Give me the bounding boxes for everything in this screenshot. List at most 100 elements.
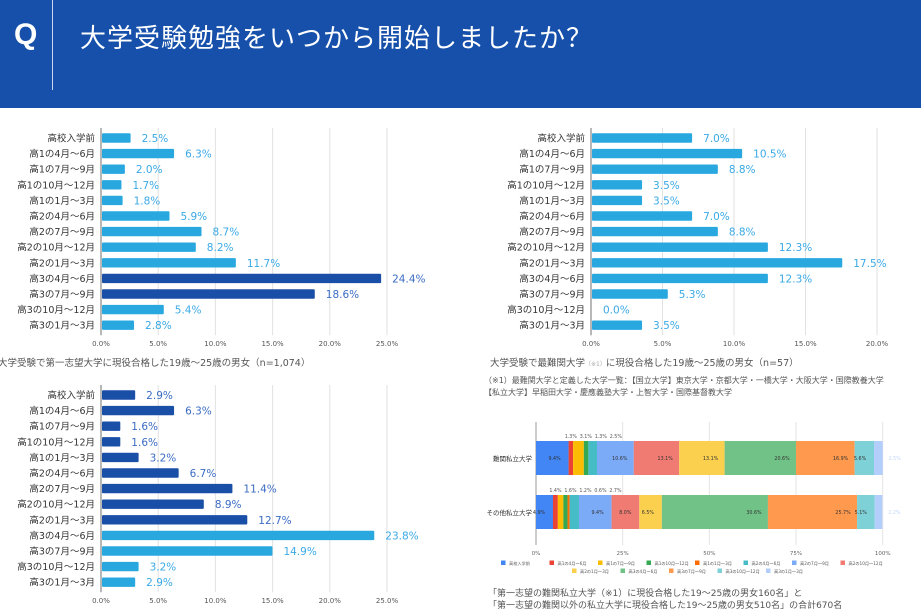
category-label: 高1の1月～3月 — [29, 452, 95, 464]
bar — [102, 530, 375, 541]
legend-label: 高1の1月～3月 — [703, 560, 732, 567]
bar — [592, 164, 718, 174]
category-label: 高1の7月～9月 — [29, 421, 95, 433]
segment-label: 2.5% — [610, 434, 623, 440]
stacked-segment — [679, 441, 725, 475]
x-tick-label: 25.0% — [376, 597, 399, 605]
segment-label: 13.1% — [703, 456, 719, 462]
bar — [102, 468, 179, 478]
category-label: 高校入学前 — [47, 133, 95, 145]
category-label: 高2の7月～9月 — [519, 226, 585, 238]
legend-swatch — [598, 560, 603, 565]
category-label: 高2の10月～12月 — [507, 242, 585, 254]
x-tick-label: 25% — [617, 551, 629, 557]
data-label: 18.6% — [326, 289, 359, 301]
bar — [592, 133, 693, 143]
chart-4-caption: 「第一志望の難関以外の私立大学に現役合格した19～25歳の男女510名」の合計6… — [488, 599, 842, 611]
category-label: 高1の1月～3月 — [29, 195, 95, 207]
category-label: 高1の10月～12月 — [17, 436, 95, 448]
data-label: 8.8% — [729, 227, 756, 239]
stacked-segment — [563, 495, 568, 529]
data-label: 1.6% — [131, 421, 158, 433]
legend-label: 高校入学前 — [509, 560, 530, 567]
data-label: 8.9% — [215, 499, 242, 511]
bar — [592, 242, 768, 252]
data-label: 14.9% — [283, 546, 316, 558]
segment-label: 3.1% — [580, 434, 593, 440]
bar — [102, 421, 121, 431]
category-label: 高3の1月～3月 — [29, 577, 95, 589]
caption-rest: に現役合格した19歳～25歳の男女（n=57） — [606, 357, 799, 369]
data-label: 17.5% — [853, 258, 886, 270]
x-tick-label: 20.0% — [866, 340, 889, 348]
bar — [102, 226, 202, 237]
category-label: 高3の7月～9月 — [29, 289, 95, 301]
x-tick-label: 5.0% — [149, 340, 167, 348]
bar — [102, 546, 273, 556]
bar — [592, 195, 643, 206]
x-tick-label: 25.0% — [376, 340, 399, 348]
legend-swatch — [695, 560, 700, 565]
data-label: 8.7% — [213, 227, 240, 239]
bar — [102, 133, 131, 143]
chart-2-caption: 大学受験で最難関大学（※1）に現役合格した19歳～25歳の男女（n=57） — [490, 357, 799, 369]
stacked-segment — [597, 441, 634, 475]
data-label: 7.0% — [703, 133, 730, 145]
stacked-segment — [611, 495, 640, 529]
legend-swatch — [572, 568, 577, 573]
data-label: 1.7% — [132, 180, 159, 192]
x-tick-label: 20.0% — [319, 597, 342, 605]
x-tick-label: 10.0% — [204, 597, 227, 605]
data-label: 23.8% — [385, 530, 418, 542]
x-tick-label: 5.0% — [149, 597, 167, 605]
segment-label: 2.2% — [888, 510, 901, 516]
category-label: 高3の10月～12月 — [17, 561, 95, 573]
category-label: 高2の4月～6月 — [519, 211, 585, 223]
data-label: 8.2% — [207, 242, 234, 254]
legend-label: 高3の10月～12月 — [726, 568, 760, 575]
x-tick-label: 5.0% — [654, 340, 672, 348]
legend-label: 高2の10月～12月 — [849, 560, 883, 567]
bar — [102, 180, 122, 190]
bar — [592, 211, 693, 221]
category-label: 高3の10月～12月 — [507, 304, 585, 316]
stacked-segment — [874, 441, 883, 475]
category-label: 高2の10月～12月 — [17, 499, 95, 511]
bar — [102, 499, 204, 509]
category-label: 高2の7月～9月 — [29, 483, 95, 495]
segment-label: 1.6% — [564, 488, 577, 494]
category-label: 高2の1月～3月 — [519, 257, 585, 269]
legend-label: 高3の4月～6月 — [629, 568, 658, 575]
bar — [102, 304, 164, 315]
data-label: 2.9% — [146, 390, 173, 402]
bar — [102, 289, 315, 299]
legend-swatch — [766, 568, 771, 573]
x-tick-label: 75% — [790, 551, 802, 557]
stacked-segment — [639, 495, 662, 529]
segment-label: 1.4% — [549, 488, 562, 494]
stacked-bar-chart: 0% 25% 50% 75% 100%難関私立大学 9.4%1.3% 3.1% 1.3% 2.5… — [487, 422, 901, 575]
data-label: 12.3% — [779, 242, 812, 254]
legend-swatch — [646, 560, 651, 565]
bar — [592, 273, 768, 284]
category-label: 高3の1月～3月 — [29, 320, 95, 332]
bar — [102, 148, 175, 159]
stacked-segment — [661, 495, 768, 529]
category-label: 高3の4月～6月 — [519, 273, 585, 285]
category-label: 高校入学前 — [537, 133, 585, 145]
bar — [102, 320, 135, 330]
stacked-segment — [588, 441, 598, 475]
category-label: 高2の1月～3月 — [29, 257, 95, 269]
x-tick-label: 0.0% — [92, 340, 110, 348]
stacked-segment — [536, 441, 569, 475]
segment-label: 4.9% — [533, 510, 546, 516]
bar — [102, 577, 136, 587]
bar-chart-2: 0.0% 5.0% 10.0% 15.0% 20.0% 高校入学前 7.0% 高1の4月～6月… — [507, 128, 888, 348]
stacked-segment — [854, 441, 875, 475]
segment-label: 9.4% — [548, 456, 561, 462]
bar — [102, 211, 170, 221]
bar — [102, 258, 236, 268]
x-tick-label: 100% — [875, 551, 891, 557]
legend-label: 高1の4月～6月 — [558, 560, 587, 567]
stacked-segment — [874, 495, 883, 529]
